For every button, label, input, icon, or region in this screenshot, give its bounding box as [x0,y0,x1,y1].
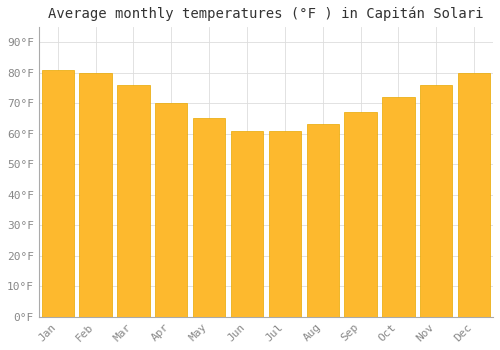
Bar [344,112,376,317]
Bar [231,131,263,317]
Bar [458,72,490,317]
Bar [80,72,112,317]
Bar [306,125,339,317]
Bar [118,85,150,317]
Bar [155,103,188,317]
Bar [193,118,225,317]
Bar [420,85,452,317]
Bar [269,131,301,317]
Bar [42,70,74,317]
Title: Average monthly temperatures (°F ) in Capitán Solari: Average monthly temperatures (°F ) in Ca… [48,7,484,21]
Bar [382,97,414,317]
